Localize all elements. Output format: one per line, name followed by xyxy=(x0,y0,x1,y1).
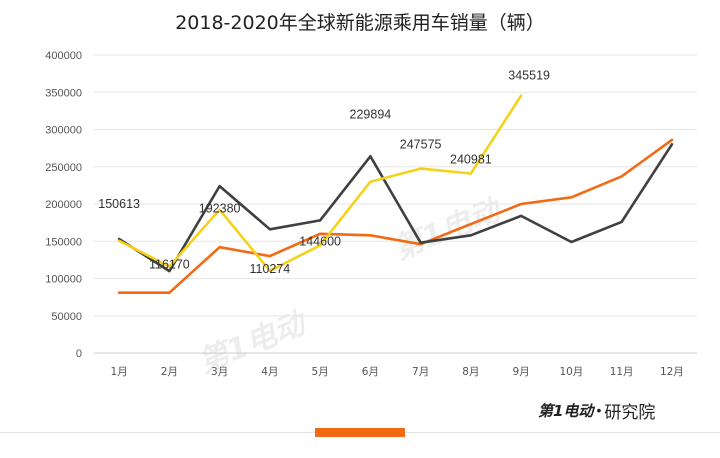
data-label: 192380 xyxy=(199,202,241,216)
x-tick-label: 6月 xyxy=(362,366,379,378)
x-tick-label: 9月 xyxy=(513,366,530,378)
x-tick-label: 4月 xyxy=(261,366,278,378)
data-label: 110274 xyxy=(249,262,290,276)
series-2018-line xyxy=(117,138,674,295)
x-tick-label: 1月 xyxy=(111,366,128,378)
series-2019-line xyxy=(117,143,674,273)
brand-logo: 第1电动 xyxy=(538,401,594,420)
y-tick-label: 200000 xyxy=(45,199,82,211)
y-tick-label: 150000 xyxy=(45,236,82,248)
brand-suffix: 研究院 xyxy=(604,402,656,423)
data-label: 144600 xyxy=(299,234,341,248)
x-tick-label: 2月 xyxy=(161,366,178,378)
y-tick-label: 250000 xyxy=(45,162,82,174)
data-label: 247575 xyxy=(400,138,442,152)
y-tick-label: 0 xyxy=(76,348,82,360)
x-tick-label: 12月 xyxy=(660,366,684,378)
data-label: 229894 xyxy=(350,108,392,122)
x-tick-label: 3月 xyxy=(211,366,228,378)
footer-accent-bar xyxy=(315,428,405,437)
y-tick-label: 50000 xyxy=(51,311,82,323)
chart-title: 2018-2020年全球新能源乘用车销量（辆） xyxy=(175,12,545,34)
x-tick-label: 5月 xyxy=(312,366,329,378)
x-tick-label: 10月 xyxy=(559,366,583,378)
y-tick-label: 300000 xyxy=(45,125,82,137)
data-label: 116170 xyxy=(149,257,190,271)
series-2020-line xyxy=(117,94,523,273)
y-tick-label: 400000 xyxy=(45,50,82,62)
brand-mark: 第1电动 • 研究院 xyxy=(538,398,656,423)
y-tick-label: 100000 xyxy=(45,274,82,286)
y-tick-label: 350000 xyxy=(45,87,82,99)
data-label: 150613 xyxy=(98,197,140,211)
x-tick-label: 8月 xyxy=(462,366,479,378)
brand-separator: • xyxy=(596,402,602,418)
x-tick-label: 7月 xyxy=(412,366,429,378)
data-label: 240981 xyxy=(450,152,492,166)
x-tick-label: 11月 xyxy=(610,366,634,378)
data-label: 345519 xyxy=(508,69,550,83)
